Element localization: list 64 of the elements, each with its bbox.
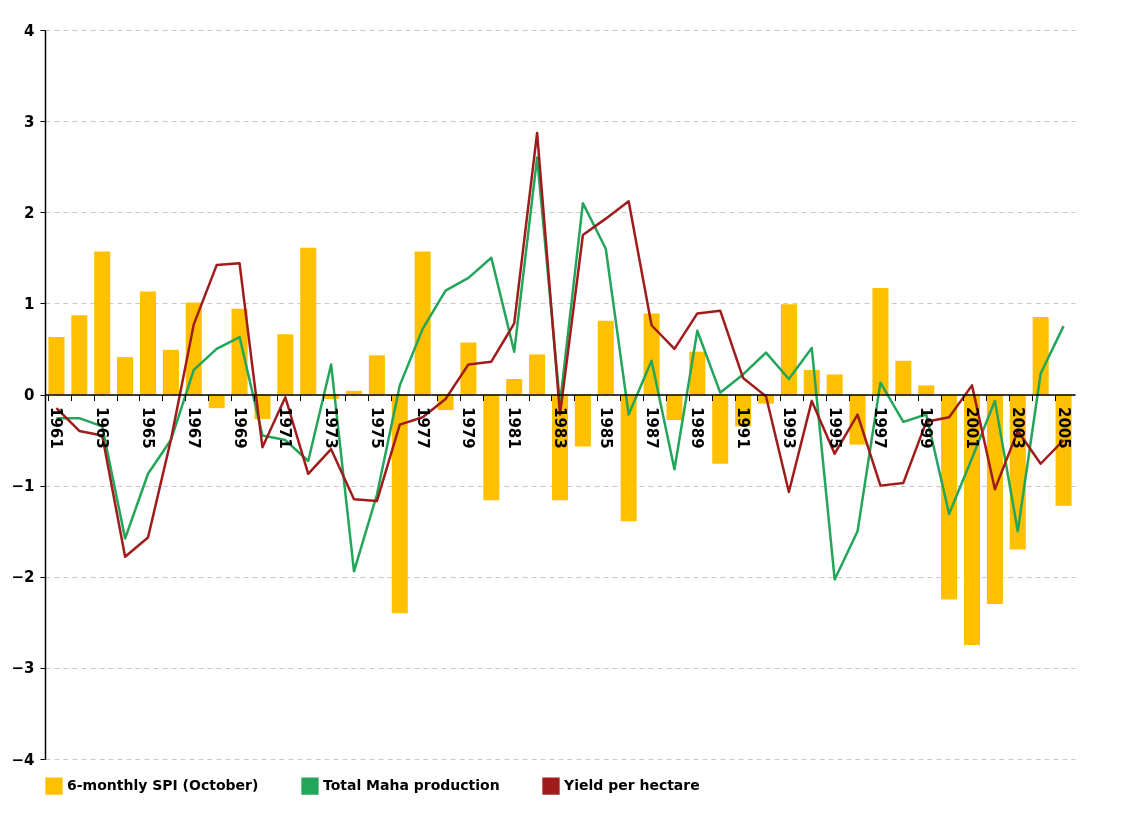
x-tick-label: 1997 — [871, 407, 890, 449]
x-tick-label: 1967 — [184, 407, 203, 449]
x-tick-label: 1983 — [551, 407, 569, 449]
x-tick-label: 1961 — [47, 407, 66, 449]
y-tick-label: 3 — [24, 112, 35, 131]
legend-label: Yield per hectare — [563, 777, 700, 794]
legend-label: Total Maha production — [323, 777, 500, 794]
bar — [391, 394, 408, 614]
bar — [71, 315, 88, 395]
x-tick-label: 1973 — [322, 407, 341, 449]
x-tick-label: 1991 — [734, 407, 753, 449]
x-tick-label: 1969 — [230, 407, 249, 449]
x-tick-label: 1971 — [276, 407, 295, 449]
x-tick-label: 1975 — [367, 407, 386, 449]
y-tick-label: −2 — [11, 568, 35, 587]
bar — [597, 320, 614, 395]
x-tick-label: 1987 — [642, 407, 661, 449]
bar — [872, 287, 889, 395]
bar — [780, 304, 797, 395]
bar — [460, 342, 477, 395]
bar — [529, 354, 546, 395]
y-tick-label: −3 — [11, 659, 35, 678]
bar — [712, 394, 729, 464]
x-tick-label: 2005 — [1054, 407, 1073, 449]
bar — [895, 360, 912, 395]
y-tick-label: −1 — [11, 477, 35, 496]
bar — [1032, 317, 1049, 395]
bar — [574, 394, 591, 447]
x-tick-label: 1989 — [688, 407, 707, 449]
bar — [666, 394, 683, 421]
x-tick-label: 1965 — [139, 407, 157, 449]
y-tick-label: −4 — [11, 750, 35, 769]
bar — [208, 394, 225, 409]
bar — [941, 394, 958, 600]
x-tick-label: 2001 — [963, 407, 981, 449]
bar — [826, 374, 843, 395]
x-tick-label: 1963 — [93, 407, 112, 449]
bar — [414, 251, 431, 395]
bar — [986, 394, 1003, 605]
bar — [620, 394, 637, 522]
bar — [94, 251, 111, 395]
legend-label: 6-monthly SPI (October) — [67, 777, 259, 794]
bar — [506, 379, 523, 395]
bar — [48, 337, 65, 395]
bar — [117, 357, 134, 395]
bar — [918, 385, 935, 395]
bar — [300, 247, 317, 395]
x-tick-label: 2003 — [1008, 407, 1027, 449]
bar — [162, 349, 179, 395]
x-tick-label: 1999 — [917, 407, 936, 449]
bar — [483, 394, 500, 501]
bar — [139, 291, 157, 395]
x-tick-label: 1995 — [825, 407, 844, 449]
x-tick-label: 1993 — [779, 407, 798, 449]
y-tick-label: 4 — [24, 21, 35, 40]
x-tick-label: 1977 — [413, 407, 432, 449]
y-tick-label: 2 — [24, 203, 35, 222]
x-tick-label: 1981 — [505, 407, 524, 449]
y-tick-label: 0 — [24, 386, 35, 404]
y-tick-label: 1 — [24, 294, 35, 313]
bar — [368, 355, 385, 395]
bar — [277, 334, 294, 395]
x-tick-label: 1979 — [459, 407, 478, 449]
x-tick-label: 1985 — [596, 407, 615, 449]
